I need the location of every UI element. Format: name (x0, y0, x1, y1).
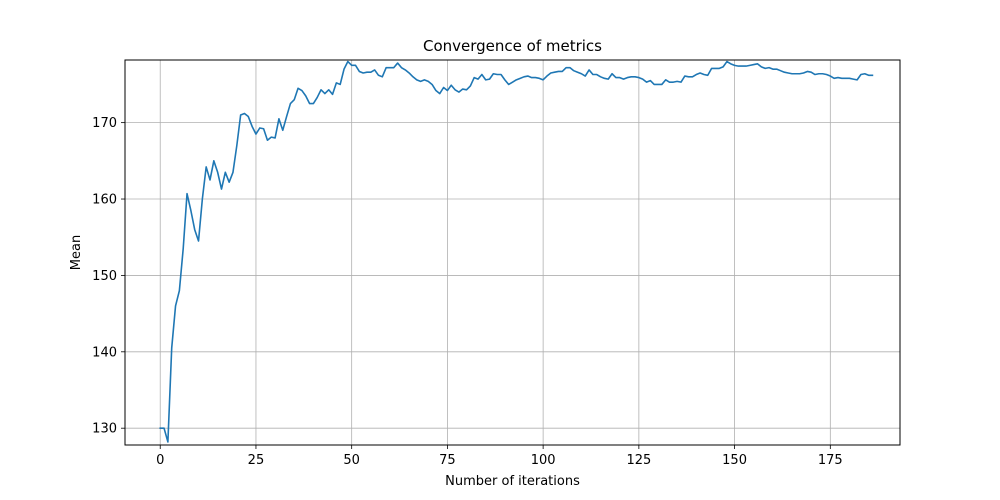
x-tick-label: 50 (343, 453, 360, 468)
x-axis-title: Number of iterations (445, 474, 580, 489)
y-tick-label: 170 (92, 116, 117, 131)
axis-ticks: 0 25 50 75 100 125 150 175 130 140 150 160 170 (92, 116, 843, 468)
y-tick-label: 160 (92, 193, 117, 208)
x-tick-label: 0 (156, 453, 164, 468)
series-layer (159, 60, 874, 443)
y-axis-title: Mean (69, 235, 84, 270)
x-tick-label: 175 (818, 453, 843, 468)
x-tick-label: 25 (248, 453, 265, 468)
x-tick-label: 75 (439, 453, 456, 468)
x-tick-label: 150 (722, 453, 747, 468)
x-tick-label: 100 (531, 453, 556, 468)
series-line (159, 60, 874, 443)
x-tick-label: 125 (626, 453, 651, 468)
grid (125, 60, 900, 445)
y-tick-label: 140 (92, 345, 117, 360)
chart-title: Convergence of metrics (423, 37, 602, 55)
plot-frame (124, 59, 901, 446)
y-tick-label: 130 (92, 422, 117, 437)
y-tick-label: 150 (92, 269, 117, 284)
